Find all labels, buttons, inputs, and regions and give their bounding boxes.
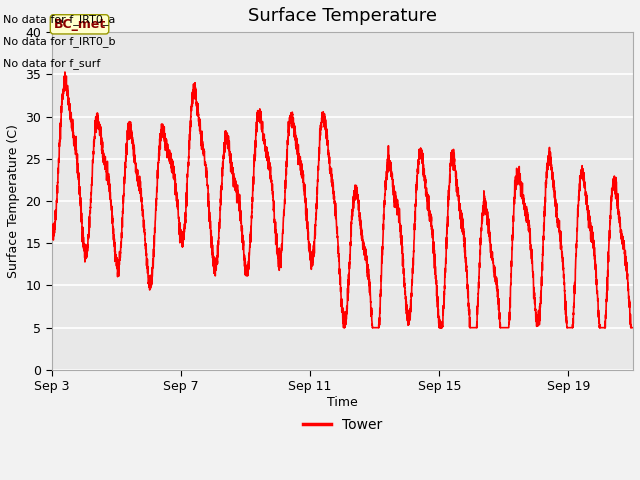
Text: No data for f_IRT0_a: No data for f_IRT0_a	[3, 14, 116, 25]
Y-axis label: Surface Temperature (C): Surface Temperature (C)	[7, 124, 20, 278]
Text: No data for f_surf: No data for f_surf	[3, 58, 100, 69]
Title: Surface Temperature: Surface Temperature	[248, 7, 437, 25]
Text: BC_met: BC_met	[53, 18, 106, 31]
Legend: Tower: Tower	[298, 412, 388, 437]
X-axis label: Time: Time	[327, 396, 358, 409]
Text: No data for f_IRT0_b: No data for f_IRT0_b	[3, 36, 116, 47]
